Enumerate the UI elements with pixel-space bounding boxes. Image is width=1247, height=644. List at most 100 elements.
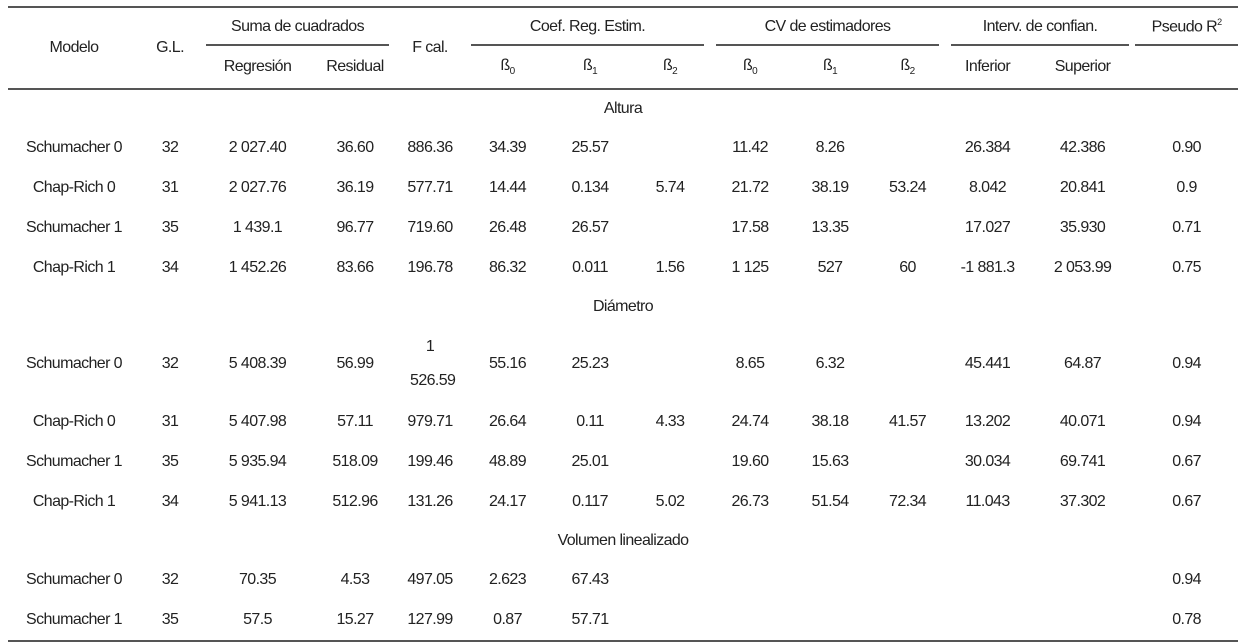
cell-value: 719.60 xyxy=(407,219,453,236)
cell-value: 56.99 xyxy=(336,355,374,372)
cell-value: 26.48 xyxy=(488,219,527,236)
cell-value: 25.23 xyxy=(571,355,609,372)
col-coef-b0: ß0 xyxy=(465,45,551,90)
cell-value: 2 027.76 xyxy=(228,179,287,196)
table-cell: 83.66 xyxy=(315,248,395,288)
table-cell: 14.44 xyxy=(465,168,550,208)
results-table: Modelo G.L. Suma de cuadrados F cal. Coe… xyxy=(8,6,1239,642)
cell-value: 5 935.94 xyxy=(228,453,287,470)
cell-value: 979.71 xyxy=(407,413,453,430)
section-title: Diámetro xyxy=(592,298,654,315)
table-row: Schumacher 0 32 70.35 4.53 497.05 2.623 67.43 0… xyxy=(8,560,1238,600)
cell-value: 8.65 xyxy=(735,355,765,372)
cell-value: 38.18 xyxy=(811,413,850,430)
table-cell: 25.57 xyxy=(550,128,630,168)
table-cell xyxy=(870,128,945,168)
cell-value: 497.05 xyxy=(407,571,453,588)
cell-value: 2 027.40 xyxy=(228,139,287,156)
table-cell: 26.57 xyxy=(550,208,630,248)
cell-value: 40.071 xyxy=(1059,413,1106,430)
cell-value: 0.117 xyxy=(572,493,608,510)
col-gl: G.L. xyxy=(140,7,200,90)
cell-value: 1.56 xyxy=(655,259,685,276)
cell-value: 20.841 xyxy=(1059,179,1106,196)
cell-value: 26.73 xyxy=(731,493,770,510)
cell-value: 86.32 xyxy=(488,259,527,276)
cell-value: 14.44 xyxy=(488,179,527,196)
pseudo-sup: 2 xyxy=(1217,16,1222,27)
cell-value: 26.57 xyxy=(571,219,609,236)
table-cell: 64.87 xyxy=(1030,326,1135,402)
col-residual: Residual xyxy=(315,45,396,90)
cell-value: 1 439.1 xyxy=(232,219,283,236)
col-inferior: Inferior xyxy=(945,45,1031,90)
table-cell: 51.54 xyxy=(790,482,870,522)
table-cell xyxy=(630,326,710,402)
table-cell: 26.64 xyxy=(465,402,550,442)
cell-value: 0.134 xyxy=(571,179,609,196)
cell-value: 0.11 xyxy=(576,413,604,430)
table-cell xyxy=(630,560,710,600)
col-coef-b1: ß1 xyxy=(550,45,631,90)
table-cell: 15.63 xyxy=(790,442,870,482)
table-cell: Chap-Rich 0 xyxy=(8,402,140,442)
cell-value: 35 xyxy=(161,453,179,470)
table-cell xyxy=(870,560,945,600)
table-cell: 0.67 xyxy=(1135,482,1238,522)
cell-value: 38.19 xyxy=(811,179,850,196)
table-cell: 96.77 xyxy=(315,208,395,248)
cell-value: 35.930 xyxy=(1059,219,1106,236)
table-row: Schumacher 1 35 5 935.94 518.09 199.46 48.89 2… xyxy=(8,442,1238,482)
table-cell: 35 xyxy=(140,600,200,641)
table-cell: 1 125 xyxy=(710,248,790,288)
table-cell: 55.16 xyxy=(465,326,550,402)
table-row: Chap-Rich 1 34 5 941.13 512.96 131.26 24.17 0.… xyxy=(8,482,1238,522)
table-cell: 5.74 xyxy=(630,168,710,208)
cell-value: 17.027 xyxy=(964,219,1011,236)
table-cell xyxy=(630,442,710,482)
table-cell: Chap-Rich 0 xyxy=(8,168,140,208)
table-cell: 70.35 xyxy=(200,560,315,600)
col-pseudo-empty xyxy=(1135,45,1239,90)
cell-value: 32 xyxy=(161,139,179,156)
cell-value: 5.02 xyxy=(655,493,685,510)
table-row: Schumacher 1 35 1 439.1 96.77 719.60 26.48 26.… xyxy=(8,208,1238,248)
cell-value: 6.32 xyxy=(815,355,845,372)
cell-value: 5 407.98 xyxy=(228,413,287,430)
cell-value: 0.67 xyxy=(1172,493,1201,510)
table-cell: 32 xyxy=(140,128,200,168)
cell-value: 13.202 xyxy=(964,413,1011,430)
col-cv-b1: ß1 xyxy=(790,45,871,90)
table-cell: 0.011 xyxy=(550,248,630,288)
table-cell: 0.9 xyxy=(1135,168,1238,208)
table-cell: 196.78 xyxy=(395,248,465,288)
cell-value: 45.441 xyxy=(964,355,1011,372)
table-cell: 0.78 xyxy=(1135,600,1238,641)
cell-value: 36.60 xyxy=(336,139,374,156)
table-cell: 0.134 xyxy=(550,168,630,208)
table-row: Chap-Rich 1 34 1 452.26 83.66 196.78 86.32 0.0… xyxy=(8,248,1238,288)
table-cell xyxy=(630,600,710,641)
cell-value: 8.26 xyxy=(815,139,845,156)
pseudo-label: Pseudo R xyxy=(1151,18,1218,36)
table-cell: 42.386 xyxy=(1030,128,1135,168)
cell-value: 48.89 xyxy=(488,453,527,470)
cell-value: 131.26 xyxy=(407,493,453,510)
table-cell: 72.34 xyxy=(870,482,945,522)
table-cell: 31 xyxy=(140,168,200,208)
table-cell: 11.043 xyxy=(945,482,1030,522)
table-cell: 1 439.1 xyxy=(200,208,315,248)
cell-value: 4.53 xyxy=(340,571,370,588)
cell-value: 70.35 xyxy=(238,571,277,588)
cell-value: 512.96 xyxy=(332,493,378,510)
cell-value: 196.78 xyxy=(407,259,453,276)
table-cell: 57.71 xyxy=(550,600,630,641)
table-cell: 4.53 xyxy=(315,560,395,600)
table-row: Schumacher 1 35 57.5 15.27 127.99 0.87 57.71 0.… xyxy=(8,600,1238,641)
cell-value: 2.623 xyxy=(488,571,527,588)
table-cell: 0.67 xyxy=(1135,442,1238,482)
table-cell: 32 xyxy=(140,560,200,600)
cell-value: 19.60 xyxy=(731,453,770,470)
table-cell: 38.19 xyxy=(790,168,870,208)
table-cell xyxy=(630,128,710,168)
